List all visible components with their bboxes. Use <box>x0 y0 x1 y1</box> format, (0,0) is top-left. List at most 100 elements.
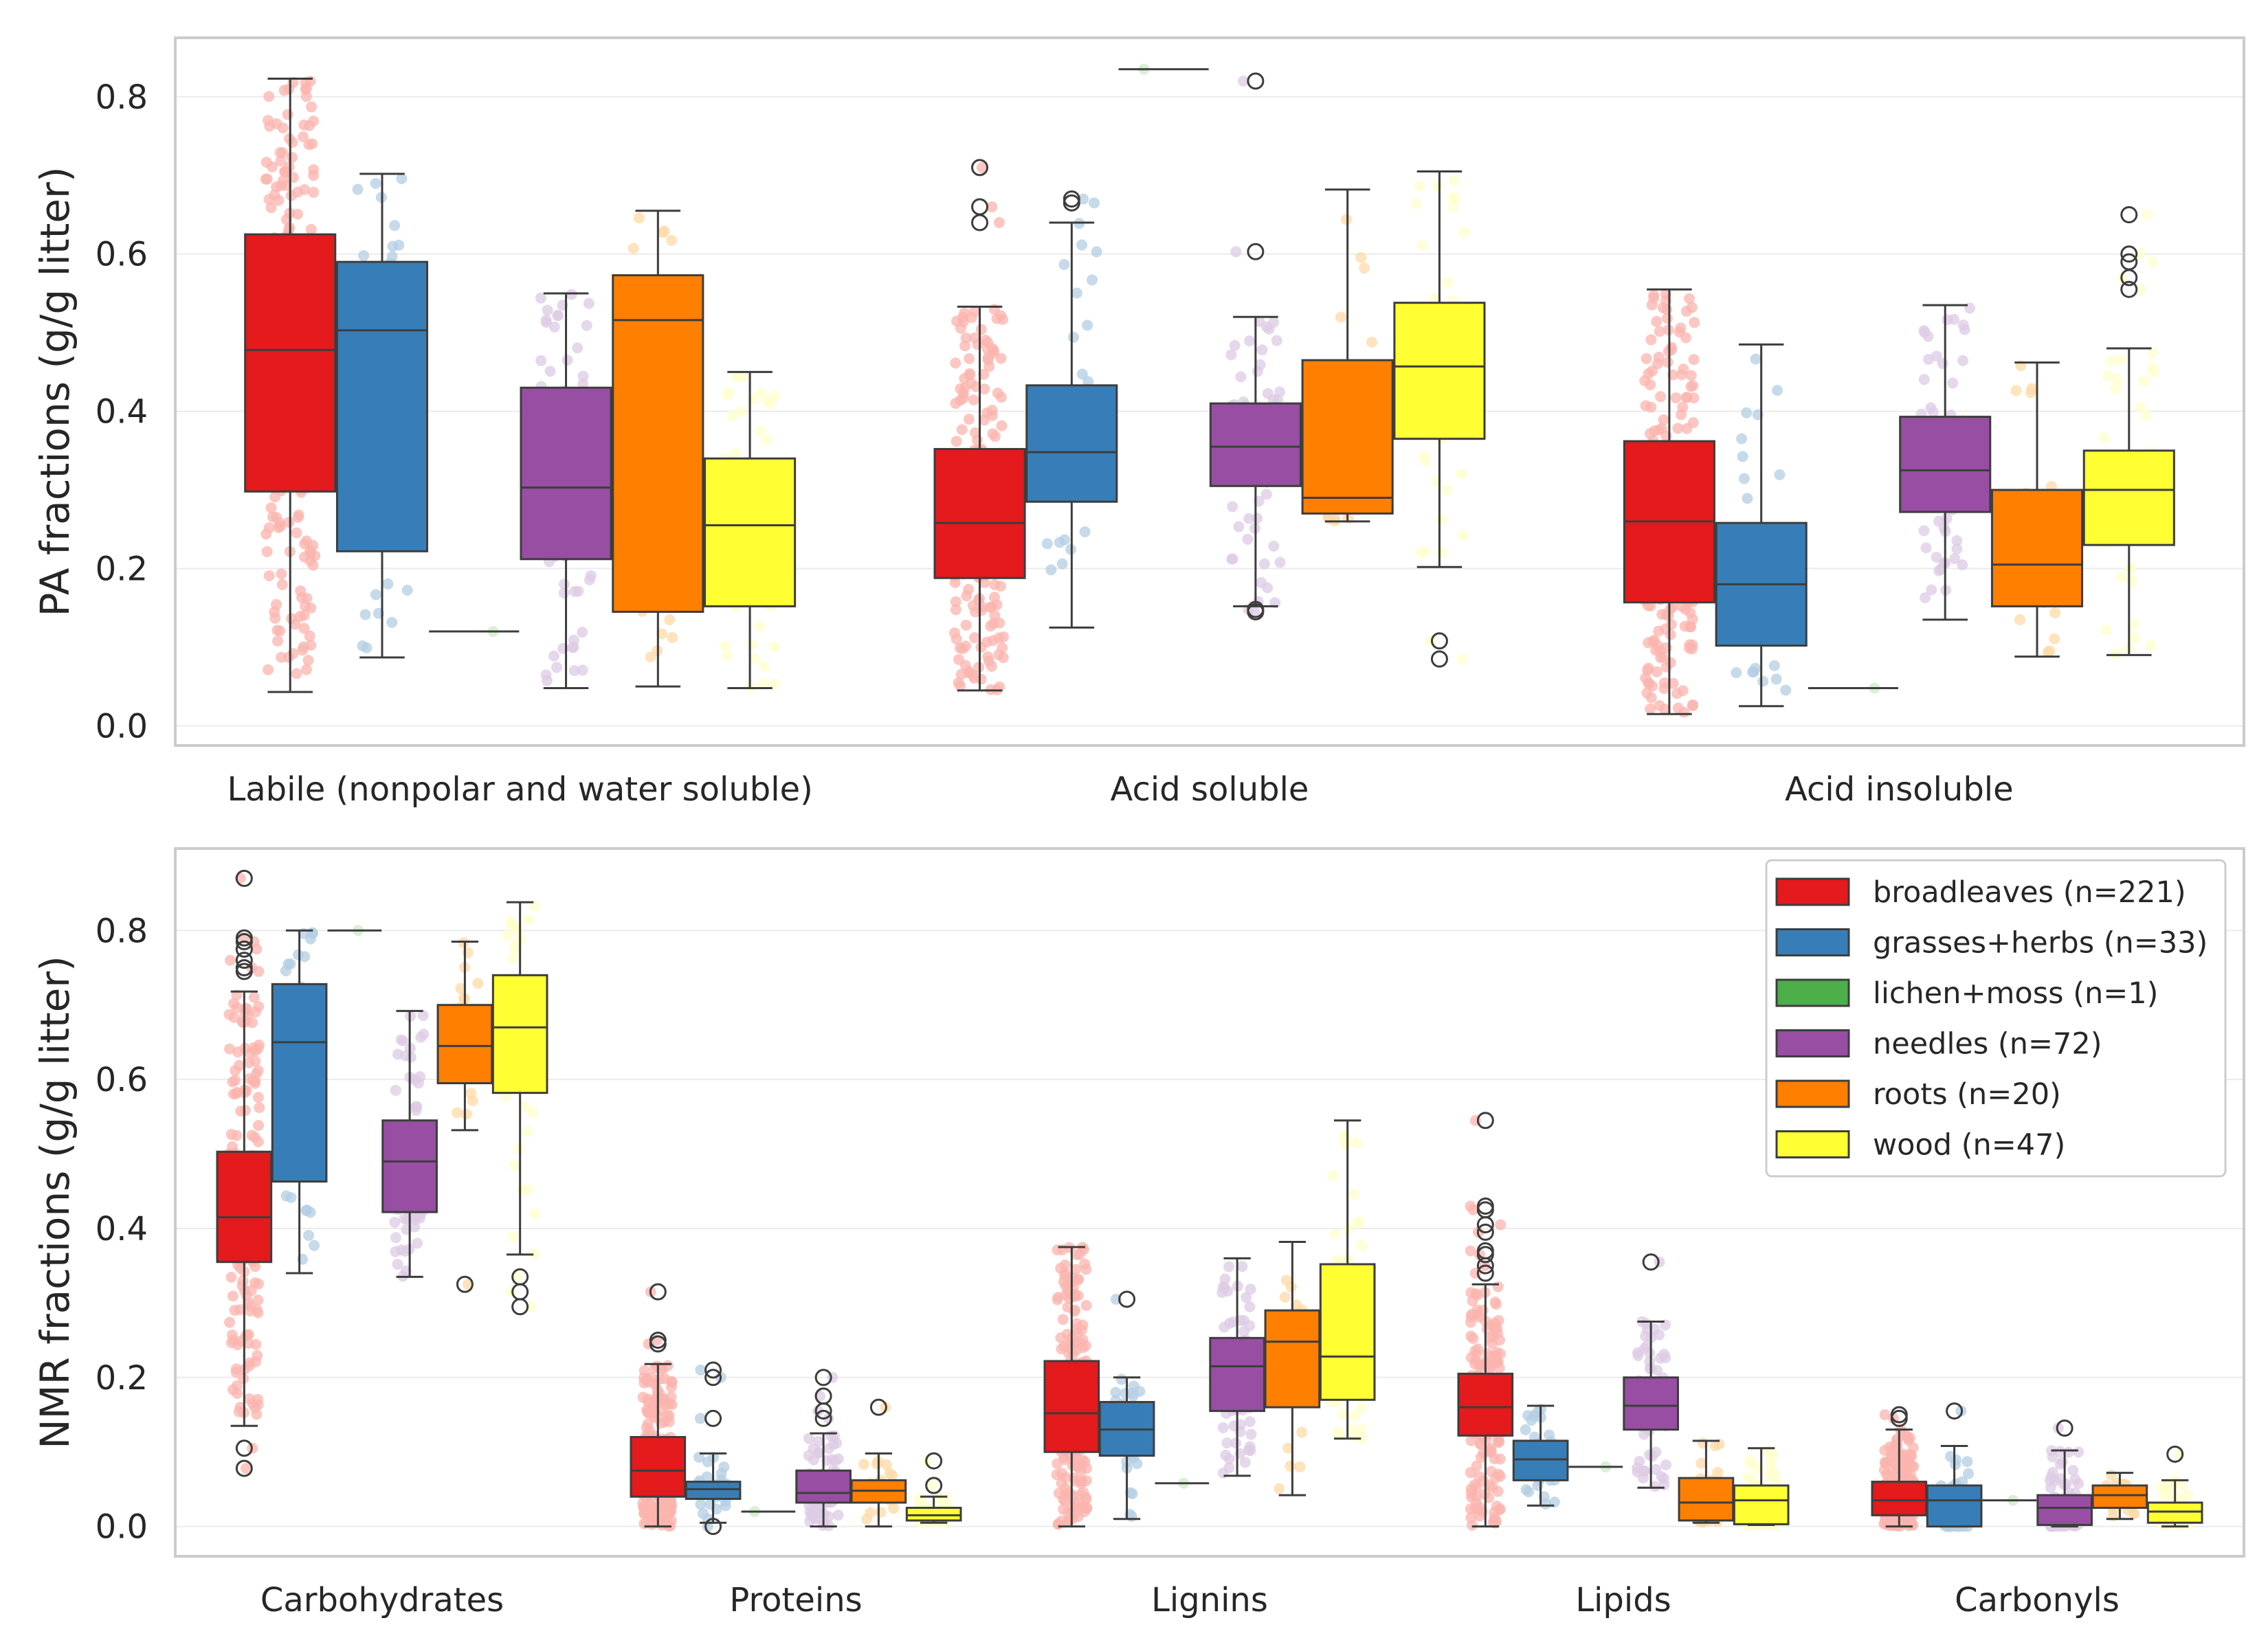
strip-point <box>300 82 312 94</box>
strip-point <box>1493 1504 1505 1516</box>
strip-point <box>982 352 994 363</box>
iqr-box <box>704 457 797 607</box>
strip-point <box>865 1507 876 1518</box>
iqr-box <box>244 233 337 493</box>
strip-point <box>950 633 962 645</box>
y-tick-label: 0.6 <box>96 1061 148 1099</box>
strip-point <box>827 1371 838 1383</box>
strip-point <box>1414 180 1425 192</box>
strip-point <box>2146 348 2158 359</box>
strip-point <box>888 1503 900 1514</box>
strip-point <box>292 511 304 523</box>
legend-item-lichen-moss: lichen+moss (n=1) <box>1775 976 2158 1011</box>
box-wood-carbonyls <box>2146 1445 2203 1528</box>
strip-point <box>412 1237 423 1249</box>
strip-point <box>1493 1362 1505 1374</box>
strip-point <box>998 631 1010 642</box>
strip-point <box>551 662 563 673</box>
strip-point <box>830 1455 841 1467</box>
strip-point <box>1056 1468 1067 1479</box>
iqr-box <box>2091 1484 2148 1510</box>
legend-swatch <box>1775 1029 1850 1057</box>
strip-point <box>286 152 298 164</box>
strip-point <box>1665 603 1676 614</box>
strip-point <box>695 1499 707 1510</box>
box-broadleaves-carbohydrates <box>216 869 273 1477</box>
strip-point <box>1672 423 1684 434</box>
strip-point <box>232 1388 243 1400</box>
outlier-point <box>235 940 253 958</box>
strip-point <box>243 1338 254 1349</box>
strip-point <box>252 1294 264 1306</box>
strip-point <box>540 314 552 326</box>
strip-point <box>542 304 553 316</box>
pa-panel: 0.0 0.2 0.4 0.6 0.8 Labile (nonpolar and wat… <box>32 36 2245 809</box>
strip-point <box>1223 1462 1235 1474</box>
strip-point <box>1329 1229 1341 1240</box>
outlier-point <box>235 958 253 976</box>
strip-point <box>983 655 995 667</box>
strip-point <box>509 943 521 954</box>
box-grasses-herbs-carbohydrates <box>271 929 328 1275</box>
strip-point <box>2181 1489 2193 1501</box>
strip-point <box>1891 1435 1902 1446</box>
strip-point <box>1436 546 1447 558</box>
strip-point <box>240 1463 252 1474</box>
strip-point <box>1686 302 1698 313</box>
iqr-box <box>381 1119 438 1213</box>
iqr-box <box>1025 384 1118 503</box>
strip-point <box>307 559 319 571</box>
strip-point <box>1258 558 1270 570</box>
strip-point <box>361 642 373 653</box>
strip-point <box>2110 383 2122 394</box>
strip-point <box>1712 1466 1724 1478</box>
strip-point <box>292 208 304 220</box>
strip-point <box>253 1119 265 1131</box>
strip-point <box>963 414 975 425</box>
strip-point <box>642 1376 654 1387</box>
strip-point <box>761 434 772 446</box>
strip-point <box>1931 551 1942 563</box>
strip-point <box>226 1329 238 1340</box>
strip-point <box>301 592 313 604</box>
strip-point <box>1432 180 1444 192</box>
strip-point <box>758 660 770 672</box>
iqr-box <box>933 448 1026 579</box>
outlier-point <box>1476 1242 1494 1259</box>
legend-swatch <box>1775 928 1850 956</box>
strip-point <box>1471 1460 1482 1472</box>
strip-point <box>1236 1261 1248 1272</box>
strip-point <box>1526 1415 1537 1426</box>
strip-point <box>955 383 966 394</box>
strip-point <box>1340 214 1352 225</box>
iqr-box <box>1899 416 1992 513</box>
strip-point <box>224 954 236 966</box>
outlier-point <box>235 869 253 887</box>
strip-point <box>283 517 295 528</box>
strip-point <box>1089 197 1100 209</box>
legend-item-wood: wood (n=47) <box>1775 1128 2065 1163</box>
strip-point <box>2025 387 2036 399</box>
strip-point <box>1951 543 1963 554</box>
strip-point <box>1686 643 1698 655</box>
strip-point <box>509 1160 520 1171</box>
strip-point <box>1131 1458 1143 1470</box>
strip-point <box>697 1507 709 1519</box>
strip-point <box>1416 239 1428 251</box>
strip-point <box>263 570 275 581</box>
nmr-boxes <box>216 869 2203 1536</box>
strip-point <box>581 319 592 331</box>
strip-point <box>755 388 767 399</box>
x-tick-label-acid-soluble: Acid soluble <box>1111 770 1309 809</box>
strip-point <box>518 1101 530 1112</box>
box-needles-carbohydrates <box>381 1009 438 1278</box>
strip-point <box>1416 547 1427 559</box>
iqr-box <box>1733 1484 1790 1525</box>
strip-point <box>2049 633 2060 644</box>
outlier-point <box>925 1477 943 1494</box>
strip-point <box>966 312 977 324</box>
strip-point <box>1080 1299 1092 1311</box>
strip-point <box>1076 239 1088 251</box>
strip-point <box>1653 351 1665 363</box>
strip-point <box>1057 1314 1069 1325</box>
